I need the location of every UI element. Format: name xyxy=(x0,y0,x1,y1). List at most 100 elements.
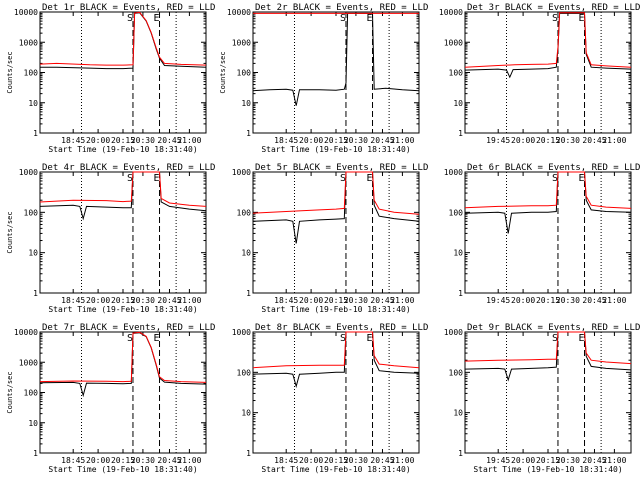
plot-frame xyxy=(252,171,420,294)
series-line-events xyxy=(464,331,632,382)
y-axis-label: Counts/sec xyxy=(6,371,14,413)
x-tick-label: 20:00 xyxy=(511,136,535,145)
y-axis-label: Counts/sec xyxy=(219,51,227,93)
series-line-lld xyxy=(464,331,632,365)
x-tick-label: 18:45 xyxy=(61,456,85,465)
x-tick-label: 20:45 xyxy=(370,456,394,465)
y-tick-label: 1000 xyxy=(232,328,251,337)
x-tick-label: 20:15 xyxy=(324,136,348,145)
y-tick-label: 100 xyxy=(24,69,39,78)
marker-e: E xyxy=(579,333,585,344)
x-tick-label: 21:00 xyxy=(390,456,414,465)
chart-panel-7: Det 7r BLACK = Events, RED = LLD 1 10 100 10… xyxy=(6,323,215,474)
y-tick-label: 1000 xyxy=(444,328,463,337)
chart-panel-6: Det 6r BLACK = Events, RED = LLD 1 10 100 10… xyxy=(444,163,640,305)
y-tick-label: 10 xyxy=(28,419,38,428)
series-line-lld xyxy=(252,331,420,369)
plot-frame xyxy=(252,331,420,454)
y-tick-label: 1000 xyxy=(444,38,463,47)
x-tick-label: 21:00 xyxy=(177,456,201,465)
y-tick-label: 10 xyxy=(453,99,463,108)
x-tick-label: 20:00 xyxy=(511,296,535,305)
x-tick-label: 19:45 xyxy=(486,136,510,145)
plot-frame xyxy=(39,331,207,454)
x-tick-label: 20:30 xyxy=(556,296,580,305)
x-tick-label: 21:00 xyxy=(390,136,414,145)
x-tick-label: 18:45 xyxy=(274,136,298,145)
marker-e: E xyxy=(367,333,373,344)
x-tick-label: 18:45 xyxy=(274,456,298,465)
marker-s: S xyxy=(552,333,558,344)
y-tick-label: 100 xyxy=(237,69,252,78)
marker-s: S xyxy=(127,173,133,184)
x-tick-label: 20:15 xyxy=(536,136,560,145)
x-tick-label: 21:00 xyxy=(602,296,626,305)
chart-panel-3: Det 3r BLACK = Events, RED = LLD 1 10 100 10… xyxy=(439,3,640,145)
series-line-events xyxy=(252,171,420,244)
y-tick-label: 10 xyxy=(28,99,38,108)
x-axis-label: Start Time (19-Feb-10 18:31:40) xyxy=(473,465,622,474)
series-line-events xyxy=(464,12,632,79)
y-tick-label: 1000 xyxy=(19,38,38,47)
y-tick-label: 1 xyxy=(458,129,463,138)
y-axis-label: Counts/sec xyxy=(6,51,14,93)
chart-title: Det 6r BLACK = Events, RED = LLD xyxy=(467,163,640,173)
y-tick-label: 1000 xyxy=(232,168,251,177)
x-tick-label: 20:15 xyxy=(111,456,135,465)
series-line-events xyxy=(40,12,207,70)
x-tick-label: 20:30 xyxy=(344,296,368,305)
y-tick-label: 100 xyxy=(24,389,39,398)
y-tick-label: 100 xyxy=(24,208,39,217)
marker-e: E xyxy=(579,13,585,24)
y-tick-label: 10000 xyxy=(439,8,463,17)
x-axis-label: Start Time (19-Feb-10 18:31:40) xyxy=(261,145,410,154)
series-line-lld xyxy=(39,11,207,66)
x-tick-label: 20:30 xyxy=(556,456,580,465)
marker-s: S xyxy=(127,13,133,24)
plot-frame xyxy=(464,171,632,294)
chart-panel-9: Det 9r BLACK = Events, RED = LLD 1 10 100 10… xyxy=(444,323,640,474)
x-tick-label: 21:00 xyxy=(177,136,201,145)
chart-title: Det 5r BLACK = Events, RED = LLD xyxy=(255,163,428,173)
chart-title: Det 7r BLACK = Events, RED = LLD xyxy=(42,323,215,333)
series-line-events xyxy=(252,12,420,106)
marker-e: E xyxy=(154,173,160,184)
series-line-events xyxy=(464,171,632,234)
chart-title: Det 2r BLACK = Events, RED = LLD xyxy=(255,3,428,13)
x-tick-label: 20:15 xyxy=(536,456,560,465)
y-tick-label: 1 xyxy=(33,289,38,298)
marker-e: E xyxy=(367,173,373,184)
chart-panel-4: Det 4r BLACK = Events, RED = LLD 1 10 100 10… xyxy=(6,163,215,314)
x-tick-label: 20:00 xyxy=(86,456,110,465)
marker-s: S xyxy=(340,13,346,24)
x-tick-label: 20:15 xyxy=(111,136,135,145)
x-tick-label: 18:45 xyxy=(61,296,85,305)
x-axis-label: Start Time (19-Feb-10 18:31:40) xyxy=(48,305,197,314)
marker-s: S xyxy=(340,333,346,344)
x-tick-label: 19:45 xyxy=(486,296,510,305)
y-tick-label: 1000 xyxy=(444,168,463,177)
chart-title: Det 1r BLACK = Events, RED = LLD xyxy=(42,3,215,13)
x-tick-label: 20:30 xyxy=(131,136,155,145)
plot-frame xyxy=(39,171,207,294)
y-tick-label: 10000 xyxy=(14,328,38,337)
x-tick-label: 20:00 xyxy=(511,456,535,465)
x-tick-label: 20:30 xyxy=(344,136,368,145)
marker-e: E xyxy=(154,333,160,344)
y-tick-label: 100 xyxy=(449,368,464,377)
x-tick-label: 20:45 xyxy=(582,296,606,305)
x-tick-label: 20:00 xyxy=(299,296,323,305)
x-tick-label: 20:30 xyxy=(131,296,155,305)
y-tick-label: 100 xyxy=(449,208,464,217)
plot-frame xyxy=(252,11,420,134)
y-tick-label: 1 xyxy=(246,289,251,298)
x-tick-label: 20:15 xyxy=(536,296,560,305)
marker-s: S xyxy=(552,173,558,184)
y-axis-label: Counts/sec xyxy=(6,211,14,253)
x-tick-label: 20:15 xyxy=(111,296,135,305)
x-tick-label: 20:15 xyxy=(324,456,348,465)
series-line-lld xyxy=(39,171,207,207)
series-line-events xyxy=(39,332,207,398)
x-tick-label: 20:30 xyxy=(556,136,580,145)
